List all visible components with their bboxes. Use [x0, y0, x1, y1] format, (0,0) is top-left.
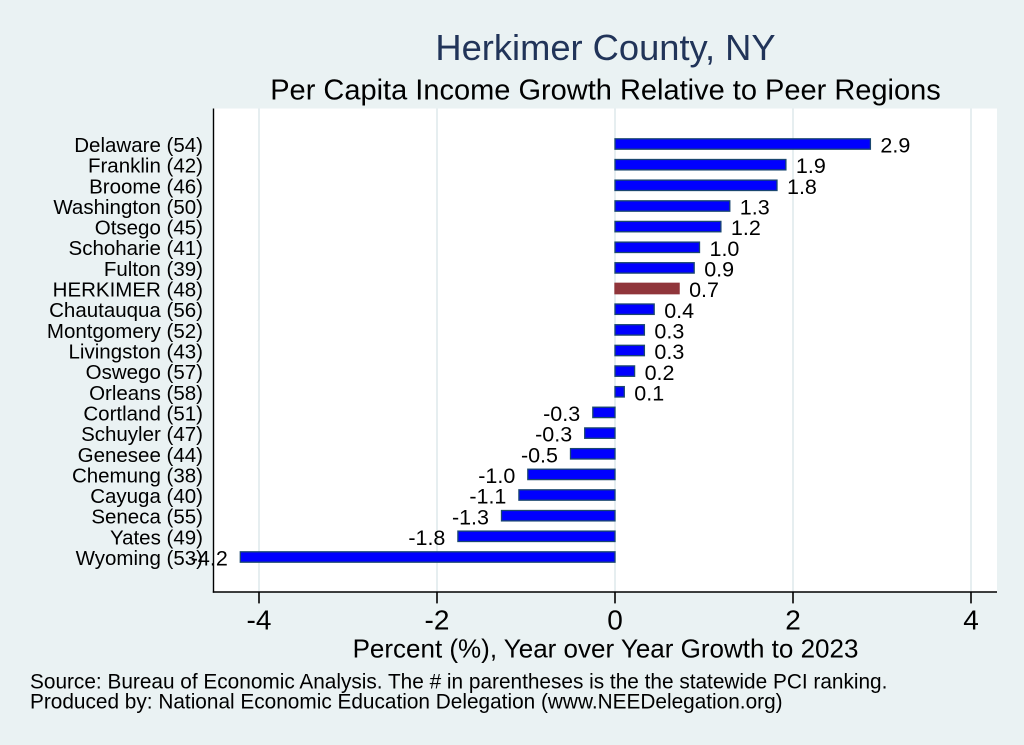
svg-text:0.3: 0.3 — [654, 320, 684, 344]
svg-text:Delaware (54): Delaware (54) — [74, 134, 203, 157]
svg-text:-0.5: -0.5 — [521, 443, 558, 467]
svg-text:Herkimer County, NY: Herkimer County, NY — [435, 27, 775, 68]
svg-text:Montgomery (52): Montgomery (52) — [47, 320, 203, 343]
svg-text:-1.0: -1.0 — [478, 464, 515, 488]
svg-text:-1.1: -1.1 — [469, 485, 506, 509]
svg-text:Franklin (42): Franklin (42) — [88, 155, 203, 178]
svg-text:-0.3: -0.3 — [535, 423, 572, 447]
svg-text:1.2: 1.2 — [731, 216, 761, 240]
svg-text:Schuyler (47): Schuyler (47) — [81, 423, 203, 446]
svg-text:-2: -2 — [425, 604, 450, 635]
svg-text:0.1: 0.1 — [634, 381, 664, 405]
svg-text:1.3: 1.3 — [740, 196, 770, 220]
svg-text:HERKIMER (48): HERKIMER (48) — [53, 279, 203, 302]
svg-text:Yates (49): Yates (49) — [110, 526, 203, 549]
svg-text:1.8: 1.8 — [787, 175, 817, 199]
svg-text:Seneca (55): Seneca (55) — [91, 506, 203, 529]
svg-text:Percent (%), Year over Year Gr: Percent (%), Year over Year Growth to 20… — [353, 634, 859, 664]
svg-text:4: 4 — [963, 604, 979, 635]
svg-text:2.9: 2.9 — [880, 134, 910, 158]
svg-text:2: 2 — [785, 604, 801, 635]
svg-text:Genesee (44): Genesee (44) — [78, 444, 203, 467]
svg-text:-1.8: -1.8 — [408, 526, 445, 550]
svg-text:Source: Bureau of Economic Ana: Source: Bureau of Economic Analysis. The… — [30, 671, 887, 694]
svg-text:-0.3: -0.3 — [543, 402, 580, 426]
svg-text:Chemung (38): Chemung (38) — [72, 464, 203, 487]
svg-text:0.2: 0.2 — [645, 361, 675, 385]
svg-text:Cortland (51): Cortland (51) — [83, 402, 203, 425]
svg-text:Wyoming (53): Wyoming (53) — [76, 547, 203, 570]
svg-text:Oswego (57): Oswego (57) — [86, 361, 203, 384]
svg-text:Broome (46): Broome (46) — [89, 175, 203, 198]
svg-text:1.0: 1.0 — [710, 237, 740, 261]
svg-text:Cayuga (40): Cayuga (40) — [90, 485, 203, 508]
svg-text:Washington (50): Washington (50) — [53, 196, 203, 219]
svg-text:0.3: 0.3 — [654, 340, 684, 364]
svg-text:Fulton (39): Fulton (39) — [104, 258, 203, 281]
svg-text:Livingston (43): Livingston (43) — [69, 341, 203, 364]
svg-text:0.9: 0.9 — [704, 258, 734, 282]
svg-text:0.4: 0.4 — [664, 299, 694, 323]
svg-text:Chautauqua (56): Chautauqua (56) — [49, 299, 203, 322]
svg-text:0: 0 — [607, 604, 623, 635]
svg-text:0.7: 0.7 — [689, 278, 719, 302]
svg-text:Schoharie (41): Schoharie (41) — [69, 237, 203, 260]
svg-text:1.9: 1.9 — [796, 154, 826, 178]
svg-text:-1.3: -1.3 — [452, 505, 489, 529]
svg-text:Per Capita Income Growth Relat: Per Capita Income Growth Relative to Pee… — [270, 74, 941, 106]
svg-text:Orleans (58): Orleans (58) — [89, 382, 203, 405]
svg-text:-4.2: -4.2 — [191, 547, 228, 571]
svg-text:Otsego (45): Otsego (45) — [95, 217, 203, 240]
svg-text:-4: -4 — [247, 604, 272, 635]
svg-text:Produced by: National Economic: Produced by: National Economic Education… — [30, 691, 783, 714]
